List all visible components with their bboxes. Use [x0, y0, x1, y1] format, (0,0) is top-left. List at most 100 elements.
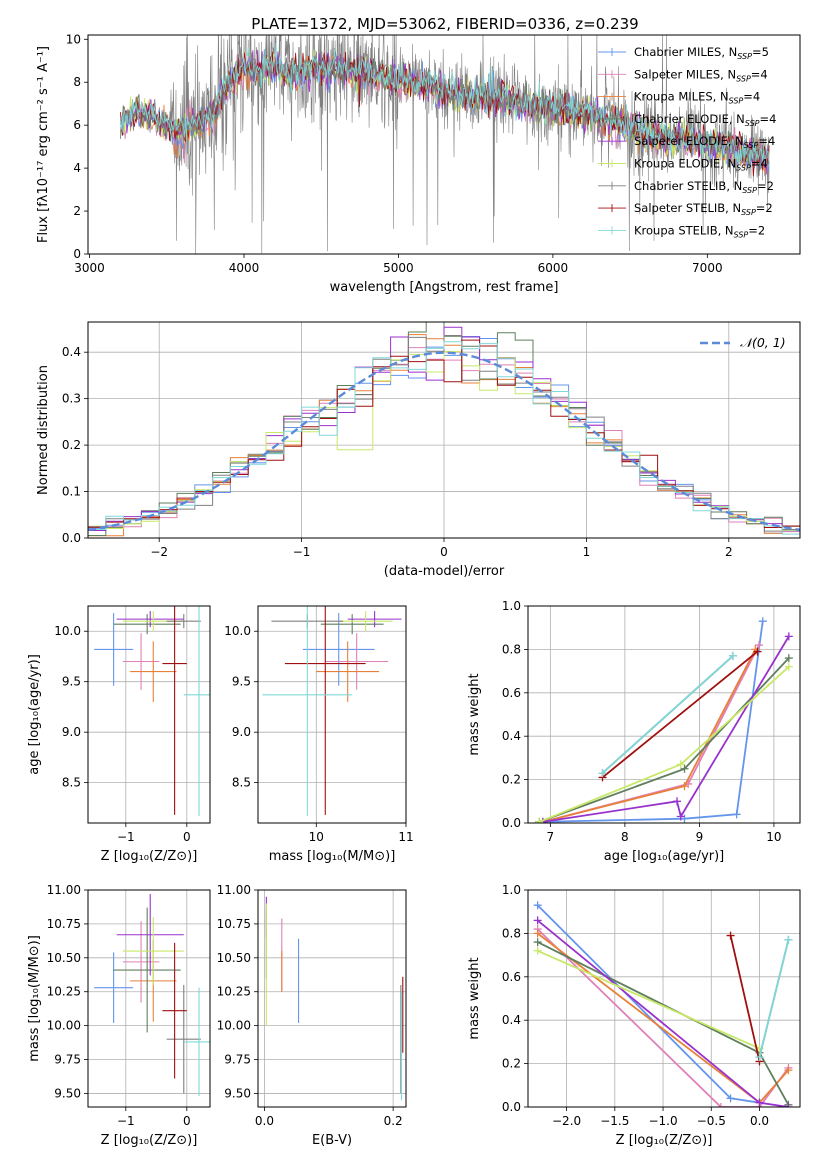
- x-tick-label: 5000: [383, 261, 414, 275]
- y-tick-label: 10.00: [47, 1019, 81, 1033]
- figure-title: PLATE=1372, MJD=53062, FIBERID=0336, z=0…: [251, 15, 638, 33]
- weight-marker-salpeter_elodie: [533, 916, 542, 925]
- x-axis-label: Z [log₁₀(Z/Z⊙)]: [101, 849, 198, 864]
- weight-line-kroupa_elodie: [537, 949, 760, 1050]
- panel-age_vs_z: −1 0 8.5 9.0 9.5 10.0 Z [log₁₀(Z/Z⊙)] age [log₁…: [27, 605, 211, 864]
- weight-marker-salpeter_stelib: [753, 647, 762, 656]
- axes-frame: [87, 889, 211, 1108]
- y-tick-label: 0.4: [502, 729, 521, 743]
- y-tick-label: 8.5: [232, 776, 251, 790]
- weight-marker-salpeter_elodie: [784, 1103, 793, 1107]
- y-tick-label: 4: [73, 161, 81, 175]
- plot-area: [533, 901, 793, 1107]
- y-tick-label: 11.00: [217, 883, 251, 897]
- weight-line-kroupa_stelib: [601, 655, 734, 774]
- y-tick-label: 0.4: [62, 345, 81, 359]
- y-axis-label: age [log₁₀(age/yr)]: [27, 654, 42, 775]
- x-tick-label: 4000: [229, 261, 260, 275]
- y-tick-label: 1.0: [502, 599, 521, 613]
- panel-mass_vs_ebv: 0.0 0.2 9.50 9.75 10.00 10.25 10.50 10.75 11.00 E…: [217, 883, 407, 1148]
- x-tick-label: −1.0: [648, 1114, 677, 1128]
- x-tick-label: 10: [766, 830, 781, 844]
- y-axis-label: mass weight: [467, 957, 482, 1039]
- y-tick-label: 8.5: [62, 776, 81, 790]
- y-tick-label: 10.00: [217, 1019, 251, 1033]
- y-tick-label: 0.0: [62, 531, 81, 545]
- weight-marker-chabrier_miles: [533, 901, 542, 910]
- weight-marker-salpeter_miles: [716, 1103, 725, 1107]
- x-tick-label: −1.5: [600, 1114, 629, 1128]
- y-tick-label: 0.2: [62, 438, 81, 452]
- plot-area: [535, 617, 793, 823]
- legend-label-salpeter_elodie: Salpeter ELODIE, NSSP=4: [634, 134, 775, 150]
- x-axis-label: (data-model)/error: [384, 564, 505, 579]
- axes-frame: [87, 605, 211, 824]
- x-tick-label: −2: [150, 545, 168, 559]
- y-tick-label: 9.0: [232, 725, 251, 739]
- x-axis-label: Z [log₁₀(Z/Z⊙)]: [616, 1133, 713, 1148]
- legend-label-salpeter_miles: Salpeter MILES, NSSP=4: [634, 67, 768, 83]
- gaussian-curve: [88, 351, 800, 532]
- weight-marker-chabrier_elodie: [533, 938, 542, 947]
- x-tick-label: 0: [183, 1114, 191, 1128]
- x-tick-label: −1: [117, 1114, 135, 1128]
- x-tick-label: 6000: [538, 261, 569, 275]
- legend-label-kroupa_elodie: Kroupa ELODIE, NSSP=4: [634, 157, 768, 173]
- legend-label-salpeter_stelib: Salpeter STELIB, NSSP=2: [634, 201, 773, 217]
- y-tick-label: 9.75: [54, 1053, 81, 1067]
- panel-spectrum: 3000 4000 5000 6000 7000 0 2 4 6 8 10 wavelength [A…: [36, 32, 801, 295]
- x-tick-label: 7000: [692, 261, 723, 275]
- y-tick-label: 0.6: [502, 686, 521, 700]
- y-tick-label: 0.8: [502, 642, 521, 656]
- plot-area: [94, 894, 210, 1097]
- legend-label-kroupa_stelib: Kroupa STELIB, NSSP=2: [634, 223, 765, 239]
- weight-line-salpeter_elodie: [542, 635, 790, 823]
- panel-age_vs_mass: 10 11 8.5 9.0 9.5 10.0 mass [log₁₀(M/M⊙)]: [224, 605, 414, 864]
- y-tick-label: 9.0: [62, 725, 81, 739]
- axes-frame: [87, 321, 801, 539]
- y-tick-label: 10: [66, 32, 81, 46]
- legend-label-chabrier_miles: Chabrier MILES, NSSP=5: [634, 45, 769, 61]
- weight-marker-chabrier_miles: [726, 1094, 735, 1103]
- x-tick-label: −0.5: [697, 1114, 726, 1128]
- x-axis-label: E(B-V): [312, 1133, 352, 1148]
- y-tick-label: 9.5: [62, 675, 81, 689]
- x-axis-label: wavelength [Angstrom, rest frame]: [330, 280, 559, 295]
- y-tick-label: 0.2: [502, 1057, 521, 1071]
- plot-area: [94, 606, 210, 816]
- y-tick-label: 10.25: [217, 985, 251, 999]
- y-tick-label: 9.50: [224, 1086, 251, 1100]
- y-tick-label: 0.2: [502, 773, 521, 787]
- weight-marker-kroupa_stelib: [728, 651, 737, 660]
- residual-hist-kroupa_stelib: [88, 341, 800, 535]
- legend-gauss-label: 𝒩(0, 1): [740, 335, 786, 350]
- x-tick-label: 7: [547, 830, 555, 844]
- weight-marker-kroupa_elodie: [535, 817, 544, 823]
- y-tick-label: 6: [73, 118, 81, 132]
- weight-marker-salpeter_miles: [755, 641, 764, 650]
- x-tick-label: 2: [725, 545, 733, 559]
- x-tick-label: 0.2: [384, 1114, 403, 1128]
- weight-marker-kroupa_miles: [680, 782, 689, 791]
- residual-legend: 𝒩(0, 1): [700, 335, 786, 350]
- x-tick-label: 1: [583, 545, 591, 559]
- x-tick-label: 0.0: [255, 1114, 274, 1128]
- y-tick-label: 11.00: [47, 883, 81, 897]
- x-tick-label: 3000: [74, 261, 105, 275]
- y-tick-label: 0.0: [502, 816, 521, 830]
- x-tick-label: 0.0: [750, 1114, 769, 1128]
- axes-frame: [527, 605, 801, 824]
- weight-marker-kroupa_elodie: [533, 946, 542, 955]
- x-axis-label: age [log₁₀(age/yr)]: [604, 849, 725, 864]
- y-tick-label: 0.3: [62, 392, 81, 406]
- weight-line-chabrier_miles: [539, 621, 764, 823]
- plot-area: [120, 35, 770, 254]
- x-tick-label: 0: [440, 545, 448, 559]
- weight-marker-salpeter_elodie: [673, 797, 682, 806]
- x-tick-label: 0: [183, 830, 191, 844]
- weight-line-salpeter_stelib: [601, 650, 759, 779]
- axes-frame: [527, 889, 801, 1108]
- panel-weight_vs_age: 7 8 9 10 0.0 0.2 0.4 0.6 0.8 1.0 age [log₁₀(age/yr…: [467, 599, 801, 864]
- y-tick-label: 10.0: [224, 624, 251, 638]
- x-tick-label: −1: [293, 545, 311, 559]
